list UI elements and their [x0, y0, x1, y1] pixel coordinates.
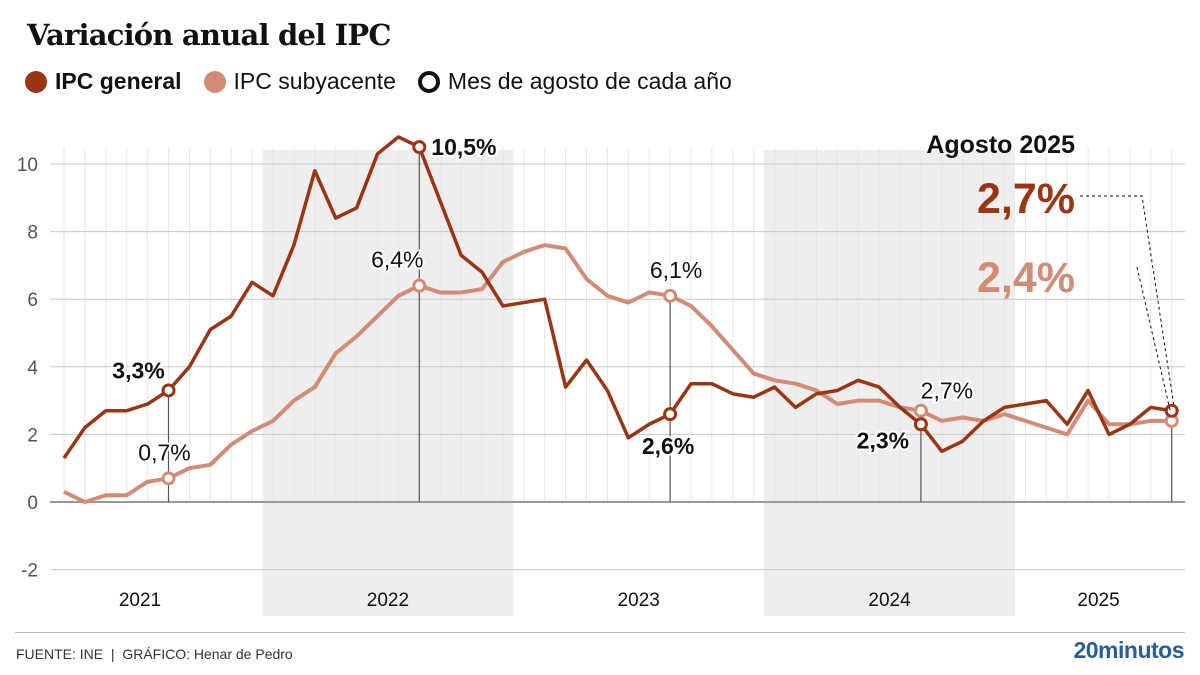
legend-item-general: IPC general [25, 68, 182, 95]
annotation-label: 3,3% [112, 357, 164, 383]
callout-title: Agosto 2025 [926, 131, 1075, 159]
footer-divider [15, 632, 1185, 633]
y-tick-label: 8 [27, 223, 38, 244]
y-tick-label: 10 [17, 155, 38, 176]
callout-core-value: 2,4% [977, 254, 1075, 302]
legend-ring-august [417, 70, 440, 93]
august-marker-general [412, 140, 427, 155]
x-year-label-2024: 2024 [868, 590, 911, 611]
callout-leader-core [1136, 266, 1172, 413]
year-band-2024 [764, 150, 1015, 616]
august-marker-general [1164, 403, 1179, 418]
x-year-label-2025: 2025 [1077, 590, 1119, 611]
y-tick-label: 4 [27, 358, 38, 379]
legend-dot-general [25, 70, 47, 93]
y-tick-label: -2 [21, 561, 38, 582]
august-marker-core [161, 471, 176, 486]
brand-logo: 20minutos [1073, 637, 1184, 663]
august-marker-general [663, 407, 678, 422]
annotation-label: 2,6% [642, 433, 694, 459]
x-year-label-2023: 2023 [618, 590, 660, 611]
callout-leader-general [1080, 195, 1175, 405]
legend-item-august: Mes de agosto de cada año [417, 68, 732, 95]
legend-item-core: IPC subyacente [203, 68, 396, 95]
august-marker-core [412, 278, 427, 293]
annotation-label: 2,3% [857, 427, 909, 453]
legend-label-core: IPC subyacente [233, 68, 396, 94]
august-marker-core [913, 403, 928, 418]
y-tick-label: 6 [27, 290, 38, 311]
annotation-label: 6,1% [650, 257, 702, 283]
august-marker-general [161, 383, 176, 398]
annotation-label: 0,7% [138, 439, 190, 465]
annotation-label: 2,7% [921, 378, 973, 404]
chart-title: Variación anual del IPC [27, 18, 391, 52]
y-tick-label: 0 [27, 493, 38, 514]
legend: IPC general IPC subyacente Mes de agosto… [25, 68, 754, 95]
annotation-label: 10,5% [431, 134, 496, 160]
series-line-general [62, 135, 1172, 460]
x-year-label-2021: 2021 [119, 590, 161, 611]
legend-label-august: Mes de agosto de cada año [447, 68, 732, 94]
legend-dot-core [203, 70, 226, 93]
x-year-label-2022: 2022 [367, 590, 409, 611]
august-marker-general [913, 417, 928, 432]
legend-label-general: IPC general [55, 68, 182, 94]
august-marker-core [663, 288, 678, 303]
source-credit: FUENTE: INE | GRÁFICO: Henar de Pedro [16, 646, 293, 662]
y-tick-label: 2 [27, 425, 38, 446]
year-band-2022 [262, 150, 514, 616]
callout-general-value: 2,7% [977, 175, 1075, 223]
annotation-label: 6,4% [371, 247, 423, 273]
